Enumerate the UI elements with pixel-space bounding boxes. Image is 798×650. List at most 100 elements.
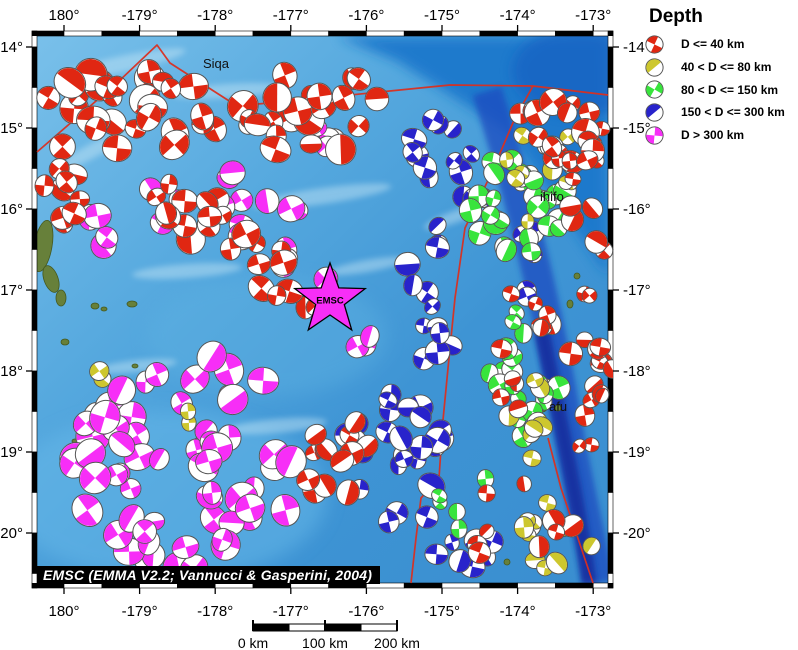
axis-label-lat: -17° — [623, 282, 651, 299]
beachball-icon-glyph — [547, 523, 566, 541]
beachball-icon-glyph — [415, 505, 439, 529]
beachball-icon-glyph — [262, 82, 292, 113]
beachball-icon-glyph — [561, 152, 579, 170]
emsc-star-label: EMSC — [316, 296, 344, 307]
axis-label-lat: -15° — [623, 120, 651, 137]
island — [60, 338, 70, 346]
axis-label-lon: 180° — [48, 603, 79, 620]
beachball-icon-glyph — [61, 201, 87, 226]
beachball-icon-glyph — [95, 226, 119, 249]
beachball-icon-glyph — [502, 285, 521, 303]
beachball-icon-glyph — [246, 253, 272, 276]
beachball-icon-glyph — [119, 478, 142, 500]
beachball-icon-glyph — [329, 449, 355, 473]
beachball-icon-glyph — [36, 85, 61, 110]
beachball-icon-glyph — [583, 437, 600, 453]
map-frame: 180° 180° -179° -179° -178° -178° -177° -177° -1… — [0, 7, 651, 620]
beachball-icon-glyph — [53, 66, 87, 99]
axis-label-lon: 180° — [48, 7, 79, 24]
beachball-icon-glyph — [89, 361, 110, 382]
beachball-icon-glyph — [448, 549, 472, 573]
beachball-icon-glyph — [155, 201, 178, 225]
axis-label-lon: -173° — [575, 603, 611, 620]
legend-item-label: 80 < D <= 150 km — [681, 82, 779, 97]
beachball-icon-glyph — [477, 484, 496, 503]
island — [37, 219, 54, 273]
beachball-icon-glyph — [336, 479, 360, 506]
axis-label-lon: -173° — [575, 7, 611, 24]
beachball-icon-glyph — [230, 188, 254, 212]
beachball-icon-glyph — [144, 362, 170, 387]
beachball-icon-glyph — [270, 494, 301, 527]
plate-boundary-line — [547, 437, 594, 584]
beachball-icon-glyph — [409, 435, 434, 460]
beachball-yellow-icon — [645, 57, 664, 77]
beachball-icon-glyph — [508, 399, 529, 419]
beachball-icon-glyph — [171, 535, 200, 560]
beachball-icon-glyph — [364, 86, 390, 112]
beachball-icon-glyph — [360, 325, 380, 348]
beachball-icon-glyph — [532, 318, 550, 337]
beachball-icon-glyph — [521, 242, 542, 262]
beachball-icon-glyph — [171, 188, 199, 214]
beachball-icon-glyph — [211, 527, 233, 552]
axis-label-lat: -20° — [623, 525, 651, 542]
beachball-icon-glyph — [495, 238, 517, 263]
beachball-icon-glyph — [378, 391, 398, 409]
beachball-icon-glyph — [571, 438, 587, 454]
beachball-icon-glyph — [589, 337, 612, 357]
beachball-icon-glyph — [179, 402, 197, 421]
axis-label-lon: -176° — [348, 7, 384, 24]
beachball-icon-glyph — [428, 216, 447, 235]
beachball-icon-glyph — [49, 133, 76, 161]
beachball-icon-glyph — [106, 75, 128, 97]
beachball-icon-glyph — [259, 135, 292, 164]
axis-label-lon: -175° — [424, 603, 460, 620]
axis-label-lat: -19° — [623, 444, 651, 461]
emsc-star: EMSC — [292, 261, 368, 332]
beachball-icon-glyph — [254, 188, 280, 214]
scale-bar: 0 km 100 km 200 km — [238, 620, 420, 650]
beachball-icon-glyph — [149, 448, 170, 471]
beachball-icon-glyph — [217, 383, 249, 416]
beachball-icon-glyph — [506, 169, 526, 188]
legend-item: 150 < D <= 300 km — [645, 101, 795, 124]
scale-bar-label: 200 km — [374, 635, 420, 650]
beachball-icon-glyph — [581, 287, 598, 304]
beachball-icon-glyph — [275, 445, 307, 479]
beachball-icon-glyph — [527, 295, 544, 312]
beachball-icon-glyph — [538, 494, 557, 512]
island — [126, 300, 138, 308]
beachball-icon-glyph — [403, 274, 423, 297]
beachball-icon-glyph — [581, 197, 604, 220]
beachball-icon-glyph — [394, 251, 421, 277]
beachball-icon-glyph — [602, 359, 613, 379]
axis-label-lon: -178° — [197, 7, 233, 24]
island — [100, 306, 108, 312]
legend-item: 40 < D <= 80 km — [645, 56, 795, 79]
axis-label-lat: -18° — [623, 363, 651, 380]
beachball-icon-glyph — [135, 102, 162, 132]
beachball-icon-glyph — [645, 80, 664, 99]
legend-title: Depth — [649, 6, 703, 27]
beachball-icon-glyph — [545, 551, 568, 575]
beachball-icon-glyph — [424, 339, 451, 366]
beachball-icon-glyph — [450, 518, 468, 539]
beachball-icon-glyph — [344, 411, 366, 434]
axis-label-lon: -177° — [273, 7, 309, 24]
beachball-icon-glyph — [269, 249, 298, 276]
axis-label-lon: -177° — [273, 603, 309, 620]
beachball-icon-glyph — [158, 129, 190, 161]
beachball-icon-glyph — [557, 102, 578, 124]
beachball-blue-icon — [645, 103, 664, 122]
beachball-icon-glyph — [528, 535, 550, 559]
beachball-icon-glyph — [196, 340, 227, 373]
beachball-magenta-icon — [645, 125, 664, 145]
beachball-icon-glyph — [325, 133, 357, 166]
beachball-icon-glyph — [247, 366, 280, 395]
depth-legend: Depth D <= 40 km 40 < D <= 80 km 80 < D … — [645, 6, 795, 146]
beachball-icon-glyph — [190, 102, 215, 131]
beachball-icon-glyph — [480, 205, 500, 225]
